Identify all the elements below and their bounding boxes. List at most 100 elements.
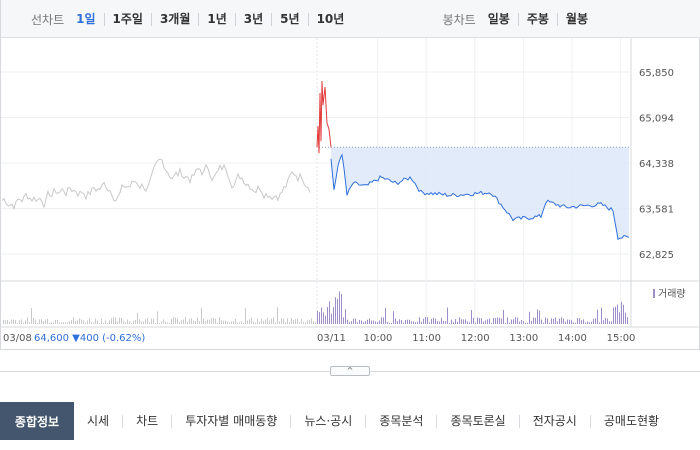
volume-bar	[157, 311, 158, 324]
volume-bar	[509, 322, 510, 324]
period-1year[interactable]: 1년	[198, 13, 234, 26]
volume-bar	[455, 319, 456, 324]
prev-day-date: 03/08	[3, 333, 32, 344]
volume-bar	[303, 321, 304, 324]
volume-bar	[217, 322, 218, 324]
volume-bar	[167, 322, 168, 324]
volume-bar	[237, 322, 238, 324]
volume-bar	[159, 322, 160, 324]
volume-bar	[357, 322, 358, 324]
volume-bar	[73, 317, 74, 324]
candle-daily[interactable]: 일봉	[487, 12, 510, 26]
volume-bar	[353, 318, 354, 324]
x-tick-label: 10:00	[364, 333, 393, 344]
volume-bar	[145, 319, 146, 324]
volume-bar	[593, 318, 594, 324]
volume-bar	[41, 319, 42, 324]
volume-bar	[567, 319, 568, 324]
candle-monthly[interactable]: 월봉	[556, 13, 596, 26]
tab-chart[interactable]: 차트	[122, 414, 171, 428]
volume-bar	[605, 317, 606, 324]
volume-bar	[369, 318, 370, 324]
period-3year[interactable]: 3년	[234, 13, 271, 26]
volume-bar	[9, 321, 10, 324]
volume-bar	[109, 320, 110, 324]
volume-bar	[59, 322, 60, 324]
volume-bar	[519, 321, 520, 324]
volume-bar	[355, 318, 356, 324]
volume-bar	[549, 322, 550, 324]
volume-bar	[623, 304, 624, 324]
volume-bar	[247, 320, 248, 324]
period-10year[interactable]: 10년	[307, 13, 353, 26]
volume-bar	[431, 318, 432, 324]
volume-bar	[463, 319, 464, 324]
volume-bar	[95, 318, 96, 324]
volume-bar	[185, 317, 186, 324]
volume-bar	[321, 307, 322, 324]
volume-bar	[537, 309, 538, 324]
volume-bar	[603, 320, 604, 324]
volume-bar	[343, 317, 344, 324]
volume-bar	[451, 319, 452, 324]
volume-bar	[501, 318, 502, 324]
tab-short-selling[interactable]: 공매도현황	[589, 414, 672, 428]
tab-investor-trading[interactable]: 투자자별 매매동향	[171, 414, 290, 428]
volume-bar	[383, 317, 384, 324]
volume-bar	[35, 319, 36, 324]
volume-bar	[565, 321, 566, 324]
volume-bar	[379, 320, 380, 324]
price-chart: 65,850 65,094 64,338 63,581 62,825 10:00 11:0…	[1, 38, 700, 344]
volume-bar	[581, 320, 582, 324]
volume-bar	[99, 322, 100, 324]
tab-news[interactable]: 뉴스·공시	[290, 414, 365, 428]
volume-bar	[579, 318, 580, 324]
volume-bar	[31, 307, 32, 324]
collapse-toggle-button[interactable]: ^	[330, 366, 370, 376]
volume-bar	[341, 293, 342, 324]
line-chart-periods: 선차트 1일 1주일 3개월 1년 3년 5년 10년	[31, 11, 352, 28]
below-prev-close-area	[331, 147, 629, 240]
tab-disclosure[interactable]: 전자공시	[518, 414, 590, 428]
volume-bar	[373, 320, 374, 324]
volume-bar	[573, 322, 574, 324]
volume-bar	[275, 322, 276, 324]
period-5year[interactable]: 5년	[271, 13, 307, 26]
volume-bar	[15, 320, 16, 324]
volume-bar	[523, 320, 524, 324]
period-1week[interactable]: 1주일	[103, 13, 151, 26]
volume-bar	[81, 319, 82, 324]
volume-bar	[67, 322, 68, 324]
volume-bar	[103, 322, 104, 324]
volume-bar	[577, 318, 578, 324]
candle-weekly[interactable]: 주봉	[517, 13, 557, 26]
tab-overview[interactable]: 종합정보	[0, 402, 74, 440]
volume-bar	[547, 318, 548, 324]
tab-discussion[interactable]: 종목토론실	[436, 414, 518, 428]
candle-chart-label: 봉차트	[442, 13, 476, 27]
volume-bar	[513, 319, 514, 324]
tab-quotes[interactable]: 시세	[87, 413, 110, 428]
volume-bar	[23, 322, 24, 324]
chart-toolbar: 선차트 1일 1주일 3개월 1년 3년 5년 10년 봉차트 일봉 주봉 월봉	[1, 0, 700, 38]
volume-bar	[613, 307, 614, 324]
volume-bar	[443, 320, 444, 324]
volume-bar	[163, 319, 164, 324]
volume-bar	[229, 322, 230, 324]
period-1day[interactable]: 1일	[76, 12, 96, 26]
volume-bar	[113, 317, 114, 324]
volume-bar	[123, 320, 124, 324]
volume-bar	[309, 319, 310, 324]
volume-bar	[535, 317, 536, 324]
tab-analysis[interactable]: 종목분석	[365, 414, 436, 428]
volume-bar	[403, 322, 404, 324]
volume-bar	[307, 320, 308, 324]
volume-bar	[143, 321, 144, 324]
volume-bar	[3, 319, 4, 324]
volume-bar	[391, 322, 392, 324]
volume-bar	[365, 321, 366, 324]
volume-bar	[91, 321, 92, 324]
volume-bar	[423, 318, 424, 324]
period-3month[interactable]: 3개월	[150, 13, 198, 26]
volume-bar	[197, 317, 198, 324]
